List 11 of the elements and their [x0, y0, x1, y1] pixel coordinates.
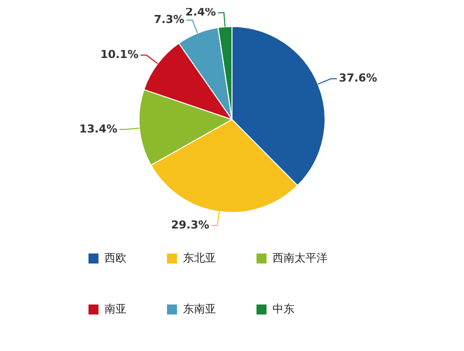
data-label: 7.3% [154, 12, 184, 26]
data-label: 10.1% [100, 48, 138, 62]
legend-label: 南亚 [104, 302, 126, 316]
legend-label: 东北亚 [183, 251, 216, 264]
legend-label: 西南太平洋 [272, 251, 328, 264]
legend-label: 西欧 [104, 251, 126, 264]
legend-label: 中东 [272, 302, 294, 316]
legend-label: 东南亚 [183, 302, 216, 316]
data-label: 29.3% [171, 218, 210, 232]
data-label: 13.4% [79, 122, 118, 136]
data-label: 37.6% [338, 72, 378, 85]
